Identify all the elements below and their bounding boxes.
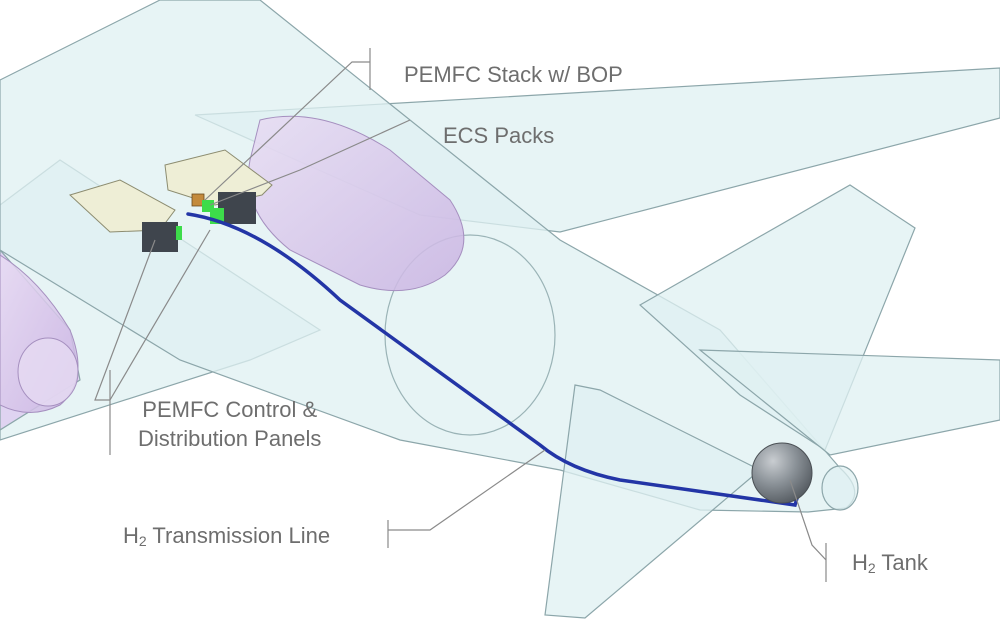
- label-pemfc-stack-text: PEMFC Stack w/ BOP: [404, 62, 623, 87]
- label-pemfc-panels: PEMFC Control & Distribution Panels: [138, 395, 321, 453]
- pemfc-control-panel-left: [142, 222, 178, 252]
- label-h2-transmission-line: H2 Transmission Line: [123, 521, 330, 556]
- callout-line-tank: [789, 479, 827, 582]
- callout-line-panels-2: [109, 229, 211, 401]
- pemfc-control-panel-right: [218, 192, 256, 224]
- ecs-pack-left: [69, 179, 176, 233]
- tail-cone: [821, 465, 859, 511]
- label-tank-sub: 2: [867, 560, 876, 576]
- left-nacelle-inlet: [17, 337, 79, 407]
- fitting-green-3: [176, 226, 182, 240]
- right-tail-fin: [698, 349, 1000, 456]
- label-tank-rest: Tank: [875, 550, 928, 575]
- fuselage-frame-ring: [384, 234, 556, 436]
- callout-line-transmission: [387, 449, 546, 548]
- label-ecs-packs: ECS Packs: [443, 121, 554, 150]
- label-line-prefix: H: [123, 523, 139, 548]
- label-pemfc-stack: PEMFC Stack w/ BOP: [404, 60, 623, 89]
- label-tank-prefix: H: [852, 550, 868, 575]
- label-h2-tank: H2 Tank: [852, 548, 928, 583]
- h2-tank: [751, 442, 813, 504]
- callout-line-ecs: [209, 119, 411, 206]
- label-line-rest: Transmission Line: [146, 523, 331, 548]
- callout-lines: [94, 48, 827, 582]
- label-pemfc-panels-line1: PEMFC Control &: [142, 397, 318, 422]
- label-ecs-packs-text: ECS Packs: [443, 123, 555, 148]
- nacelles: [0, 115, 465, 413]
- vertical-stabilizer: [544, 384, 762, 619]
- right-nacelle: [247, 115, 465, 292]
- h2-transmission-line: [186, 212, 802, 507]
- label-pemfc-panels-line2: Distribution Panels: [138, 426, 322, 451]
- callout-line-stack: [204, 48, 371, 201]
- label-line-sub: 2: [138, 533, 147, 549]
